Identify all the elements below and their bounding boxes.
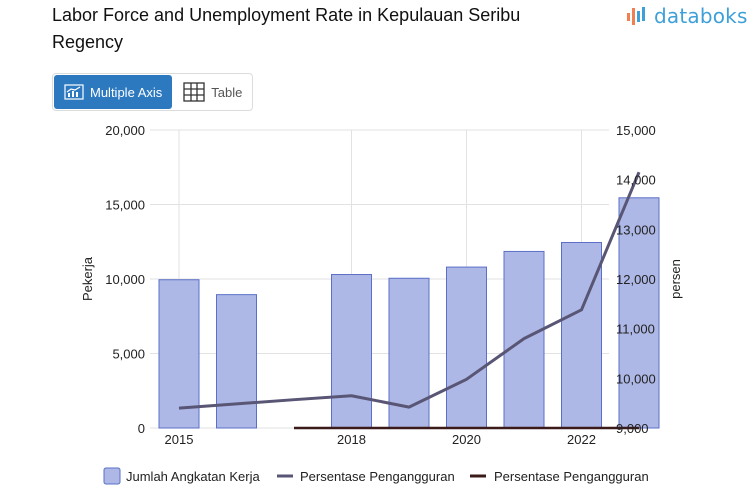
chart-title: Labor Force and Unemployment Rate in Kep…	[52, 5, 521, 52]
legend-label: Jumlah Angkatan Kerja	[126, 469, 260, 484]
legend-label: Persentase Pengangguran	[494, 469, 649, 484]
left-tick-label: 10,000	[105, 272, 145, 287]
bar[interactable]	[158, 279, 200, 429]
bar[interactable]	[331, 274, 372, 429]
bar[interactable]	[216, 294, 257, 429]
axes: 0 5,000 10,000 15,000 20,000 9,000 10,000 11,00…	[80, 123, 683, 447]
legend-item[interactable]: Jumlah Angkatan Kerja	[103, 467, 260, 485]
left-axis-label: Pekerja	[80, 256, 95, 301]
table-icon	[183, 82, 205, 102]
databoks-logo[interactable]: databoks	[626, 3, 748, 29]
right-tick-label: 15,000	[616, 123, 656, 138]
right-tick-label: 10,000	[616, 371, 656, 386]
tab-multiple-axis-label: Multiple Axis	[90, 84, 163, 100]
x-tick-label: 2015	[165, 432, 194, 447]
right-tick-label: 13,000	[616, 222, 656, 237]
right-tick-label: 9,000	[616, 421, 649, 436]
right-tick-label: 14,000	[616, 173, 656, 188]
right-tick-label: 12,000	[616, 272, 656, 287]
bar[interactable]	[446, 266, 487, 429]
x-tick-label: 2022	[567, 432, 596, 447]
left-tick-label: 0	[138, 421, 145, 436]
legend-item[interactable]: Persentase Pengangguran	[277, 469, 455, 484]
logo-text: databoks	[654, 4, 748, 28]
view-tabs: Multiple Axis Table	[52, 73, 254, 111]
tab-table[interactable]: Table	[173, 74, 252, 110]
tab-table-label: Table	[211, 84, 243, 100]
left-tick-label: 20,000	[105, 123, 145, 138]
legend-item[interactable]: Persentase Pengangguran	[470, 469, 649, 484]
bar-series	[158, 197, 660, 429]
left-tick-label: 5,000	[112, 347, 145, 362]
bar[interactable]	[618, 197, 660, 429]
right-tick-label: 11,000	[616, 322, 655, 337]
line-series-unemployment[interactable]	[178, 171, 641, 410]
right-axis-label: persen	[668, 259, 683, 299]
legend-swatch	[103, 467, 121, 485]
databoks-bars-icon	[627, 7, 645, 25]
line-series	[178, 171, 641, 430]
legend-label: Persentase Pengangguran	[300, 469, 455, 484]
legend: Jumlah Angkatan Kerja Persentase Pengangg…	[103, 467, 649, 485]
x-tick-label: 2020	[452, 432, 481, 447]
left-tick-label: 15,000	[105, 198, 145, 213]
x-tick-label: 2018	[337, 432, 366, 447]
tab-multiple-axis[interactable]: Multiple Axis	[54, 75, 173, 109]
bar[interactable]	[561, 241, 602, 429]
chart-icon	[64, 84, 84, 100]
